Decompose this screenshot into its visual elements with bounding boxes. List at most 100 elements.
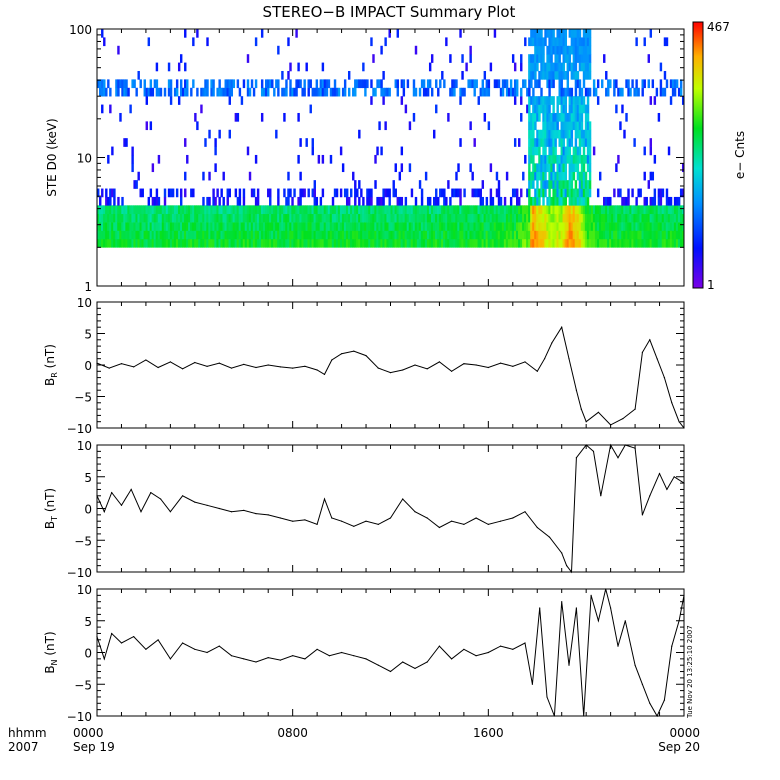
spectrogram-cell bbox=[273, 213, 276, 223]
spectrogram-cell bbox=[165, 213, 169, 223]
spectrogram-cell bbox=[260, 205, 264, 215]
spectrogram-cell bbox=[204, 205, 207, 215]
spectrogram-cell bbox=[459, 222, 462, 231]
spectrogram-cell bbox=[374, 222, 377, 231]
spectrogram-cell bbox=[111, 222, 114, 231]
spectrogram-cell bbox=[155, 205, 159, 215]
spectrogram-cell bbox=[617, 205, 620, 215]
spectrogram-cell bbox=[297, 154, 300, 164]
spectrogram-cell bbox=[576, 154, 580, 164]
spectrogram-cell bbox=[139, 188, 142, 198]
spectrogram-cell bbox=[673, 238, 677, 248]
spectrogram-cell bbox=[113, 205, 116, 215]
spectrogram-cell bbox=[364, 238, 367, 248]
data-point bbox=[169, 511, 171, 513]
spectrogram-cell bbox=[453, 230, 456, 240]
spectrogram-cell bbox=[621, 87, 624, 97]
spectrogram-cell bbox=[283, 205, 286, 215]
spectrogram-cell bbox=[153, 238, 157, 248]
spectrogram-cell bbox=[184, 213, 187, 223]
spectrogram-cell bbox=[329, 213, 333, 223]
spectrogram-cell bbox=[179, 213, 183, 223]
spectrogram-cell bbox=[232, 230, 236, 240]
spectrogram-cell bbox=[572, 188, 576, 198]
spectrogram-cell bbox=[560, 230, 563, 240]
spectrogram-cell bbox=[493, 230, 497, 240]
spectrogram-cell bbox=[256, 205, 260, 215]
spectrogram-cell bbox=[588, 146, 592, 156]
spectrogram-cell bbox=[149, 121, 153, 131]
spectrogram-cell bbox=[354, 222, 357, 231]
spectrogram-cell bbox=[222, 205, 225, 215]
spectrogram-cell bbox=[483, 222, 487, 231]
spectrogram-cell bbox=[299, 222, 302, 231]
spectrogram-cell bbox=[422, 238, 426, 248]
spectrogram-cell bbox=[341, 230, 345, 240]
spectrogram-cell bbox=[544, 146, 547, 156]
spectrogram-cell bbox=[386, 205, 389, 215]
spectrogram-cell bbox=[489, 188, 493, 198]
spectrogram-cell bbox=[196, 121, 199, 131]
spectrogram-cell bbox=[601, 79, 604, 89]
spectrogram-cell bbox=[224, 213, 227, 223]
spectrogram-cell bbox=[285, 238, 288, 248]
spectrogram-cell bbox=[408, 230, 412, 240]
spectrogram-cell bbox=[473, 138, 476, 147]
spectrogram-cell bbox=[105, 196, 108, 206]
spectrogram-cell bbox=[123, 87, 126, 97]
spectrogram-cell bbox=[165, 238, 169, 248]
spectrogram-cell bbox=[103, 79, 106, 89]
spectrogram-cell bbox=[580, 163, 584, 173]
spectrogram-cell bbox=[186, 238, 189, 248]
data-point bbox=[103, 511, 105, 513]
spectrogram-cell bbox=[568, 112, 572, 122]
spectrogram-cell bbox=[574, 213, 578, 223]
spectrogram-cell bbox=[645, 238, 648, 248]
spectrogram-cell bbox=[173, 222, 177, 231]
spectrogram-cell bbox=[315, 205, 319, 215]
spectrogram-cell bbox=[586, 180, 590, 189]
spectrogram-cell bbox=[554, 180, 557, 189]
spectrogram-cell bbox=[208, 196, 211, 206]
spectrogram-cell bbox=[352, 87, 355, 97]
spectrogram-cell bbox=[649, 96, 653, 105]
spectrogram-cell bbox=[483, 87, 487, 97]
spectrogram-cell bbox=[677, 238, 681, 248]
spectrogram-cell bbox=[224, 222, 227, 231]
spectrogram-cell bbox=[175, 213, 179, 223]
spectrogram-cell bbox=[665, 205, 669, 215]
spectrogram-cell bbox=[550, 213, 553, 223]
spectrogram-cell bbox=[528, 104, 531, 114]
spectrogram-cell bbox=[586, 29, 590, 38]
spectrogram-cell bbox=[558, 222, 561, 231]
spectrogram-cell bbox=[307, 230, 310, 240]
spectrogram-cell bbox=[536, 180, 539, 189]
spectrogram-cell bbox=[400, 213, 404, 223]
spectrogram-cell bbox=[352, 205, 355, 215]
spectrogram-cell bbox=[580, 37, 584, 47]
spectrogram-cell bbox=[513, 96, 517, 105]
spectrogram-cell bbox=[297, 62, 300, 72]
spectrogram-cell bbox=[143, 205, 146, 215]
spectrogram-cell bbox=[103, 230, 106, 240]
spectrogram-cell bbox=[475, 188, 478, 198]
spectrogram-cell bbox=[218, 205, 221, 215]
spectrogram-cell bbox=[667, 146, 671, 156]
spectrogram-cell bbox=[404, 205, 408, 215]
spectrogram-cell bbox=[236, 196, 240, 206]
spectrogram-cell bbox=[507, 238, 511, 248]
spectrogram-cell bbox=[669, 79, 673, 89]
data-point bbox=[548, 536, 551, 538]
data-point bbox=[365, 658, 367, 660]
spectrogram-cell bbox=[576, 222, 580, 231]
spectrogram-cell bbox=[121, 230, 124, 240]
spectrogram-cell bbox=[234, 222, 238, 231]
spectrogram-cell bbox=[538, 230, 541, 240]
data-point bbox=[463, 648, 465, 650]
spectrogram-cell bbox=[578, 96, 582, 105]
spectrogram-cell bbox=[287, 213, 290, 223]
spectrogram-cell bbox=[530, 96, 533, 105]
spectrogram-cell bbox=[487, 238, 491, 248]
data-point bbox=[120, 504, 123, 506]
spectrogram-cell bbox=[354, 213, 357, 223]
